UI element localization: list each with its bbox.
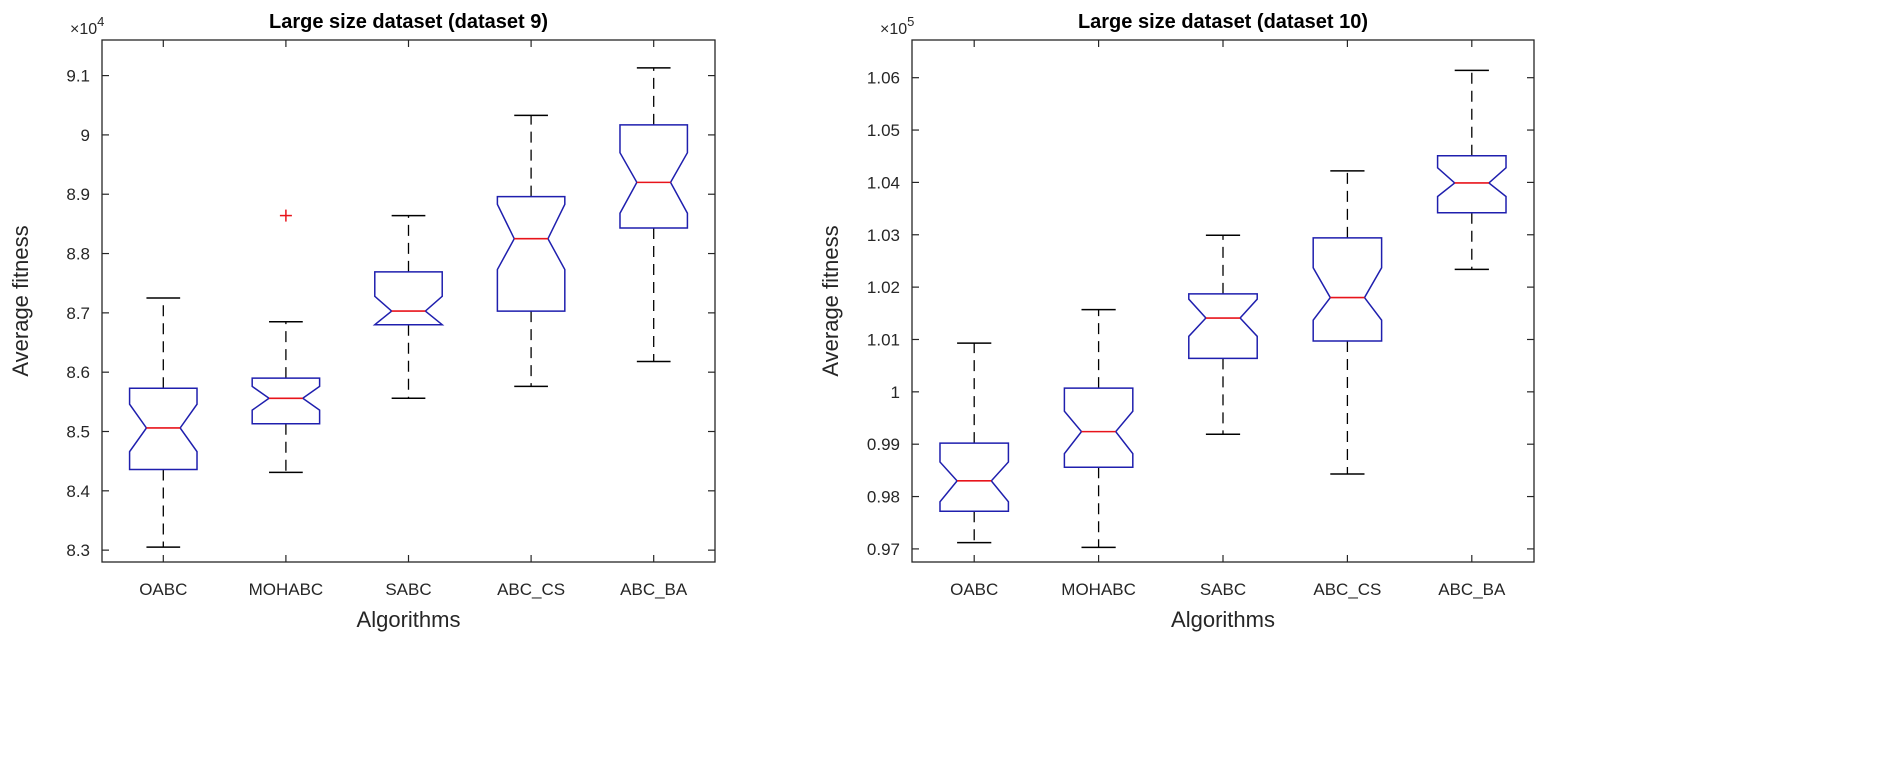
box-body bbox=[128, 387, 198, 471]
chart-1: 8.3 8.4 8.5 8.6 8.7 8.8 8.9 9 9.1 OABC MOHABC SABC A… bbox=[8, 11, 716, 632]
axes-box bbox=[911, 39, 1535, 563]
box-body bbox=[496, 195, 566, 312]
x-tick-label: OABC bbox=[950, 580, 998, 599]
y-tick-label: 0.99 bbox=[867, 435, 900, 454]
box-OABC bbox=[128, 297, 198, 548]
box-ABC_CS bbox=[1312, 170, 1383, 475]
box-MOHABC bbox=[1063, 308, 1134, 549]
chart-title: Large size dataset (dataset 9) bbox=[269, 11, 548, 33]
y-tick-label: 8.3 bbox=[66, 541, 90, 560]
box-body bbox=[1063, 387, 1134, 468]
y-tick-label: 0.98 bbox=[867, 488, 900, 507]
y-axis-label: Average fitness bbox=[8, 225, 33, 376]
x-tick-label: OABC bbox=[139, 580, 187, 599]
box-MOHABC bbox=[251, 209, 321, 474]
x-tick-label: ABC_CS bbox=[497, 580, 565, 599]
box-body bbox=[619, 124, 689, 229]
y-tick-label: 1.04 bbox=[867, 173, 900, 192]
x-tick-label: MOHABC bbox=[249, 580, 324, 599]
box-ABC_BA bbox=[1436, 69, 1507, 271]
y-tick-label: 8.8 bbox=[66, 245, 90, 264]
y-tick-label: 1.06 bbox=[867, 69, 900, 88]
outlier-marker bbox=[279, 209, 292, 222]
y-tick-label: 1.03 bbox=[867, 226, 900, 245]
y-tick-label: 9.1 bbox=[66, 67, 90, 86]
y-tick-label: 1.01 bbox=[867, 330, 900, 349]
box-body bbox=[372, 271, 445, 326]
box-body bbox=[1312, 237, 1383, 342]
x-tick-label: SABC bbox=[1200, 580, 1246, 599]
box-OABC bbox=[939, 342, 1010, 544]
box-body bbox=[939, 442, 1010, 512]
y-tick-label: 1.05 bbox=[867, 121, 900, 140]
y-tick-label: 9 bbox=[81, 126, 90, 145]
chart-title: Large size dataset (dataset 10) bbox=[1078, 11, 1368, 33]
box-body bbox=[1188, 293, 1258, 360]
box-ABC_BA bbox=[619, 67, 689, 363]
y-exponent: ×104 bbox=[70, 14, 104, 38]
y-tick-label: 8.7 bbox=[66, 304, 90, 323]
box-SABC bbox=[372, 214, 445, 400]
axes-box bbox=[101, 39, 716, 563]
x-axis-label: Algorithms bbox=[357, 607, 461, 632]
box-body bbox=[1436, 154, 1507, 214]
chart-2: 0.97 0.98 0.99 1 1.01 1.02 1.03 1.04 1.05 1.06 OAB… bbox=[818, 11, 1535, 632]
y-tick-label: 8.5 bbox=[66, 423, 90, 442]
y-tick-label: 8.9 bbox=[66, 185, 90, 204]
box-ABC_CS bbox=[496, 114, 566, 388]
y-axis-label: Average fitness bbox=[818, 225, 843, 376]
x-tick-label: ABC_CS bbox=[1313, 580, 1381, 599]
x-tick-label: MOHABC bbox=[1061, 580, 1136, 599]
y-tick-label: 8.6 bbox=[66, 363, 90, 382]
y-tick-label: 1.02 bbox=[867, 278, 900, 297]
box-body bbox=[251, 377, 321, 425]
y-exponent: ×105 bbox=[880, 14, 914, 38]
x-tick-label: SABC bbox=[385, 580, 431, 599]
y-tick-label: 1 bbox=[891, 383, 900, 402]
x-tick-label: ABC_BA bbox=[620, 580, 688, 599]
y-tick-label: 8.4 bbox=[66, 482, 90, 501]
y-tick-label: 0.97 bbox=[867, 540, 900, 559]
box-SABC bbox=[1188, 234, 1258, 435]
x-axis-label: Algorithms bbox=[1171, 607, 1275, 632]
x-tick-label: ABC_BA bbox=[1438, 580, 1506, 599]
